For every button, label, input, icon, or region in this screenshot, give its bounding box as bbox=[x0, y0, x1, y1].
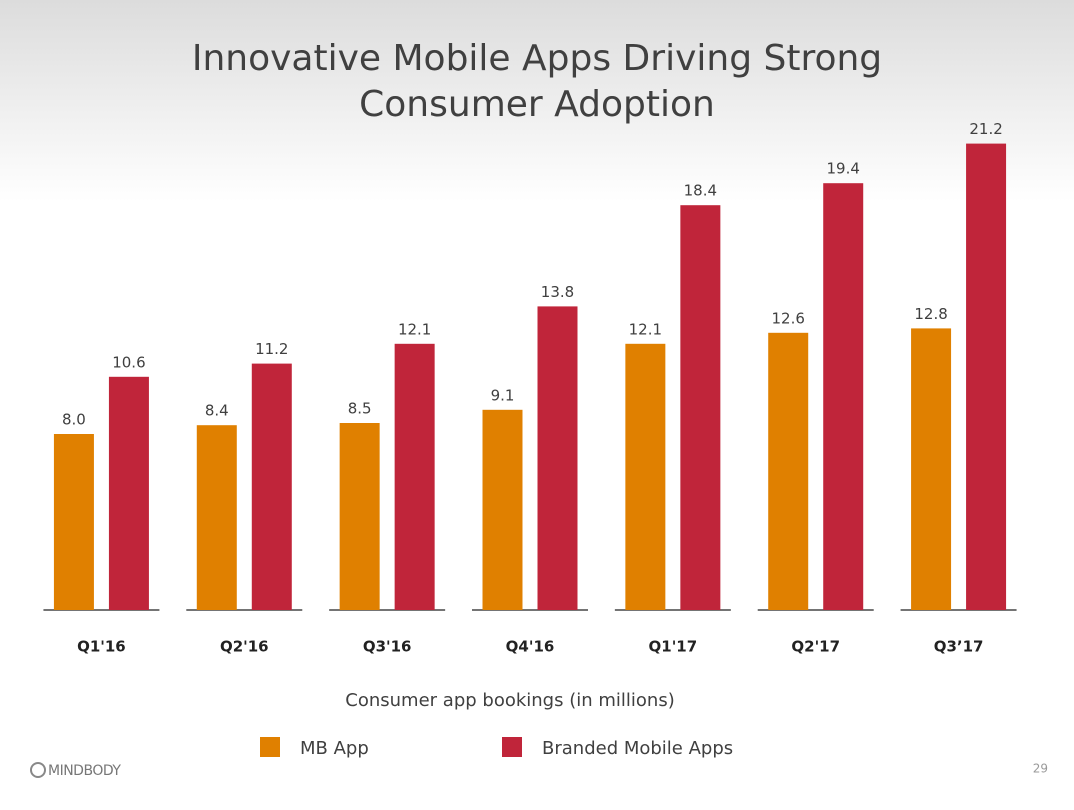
data-label: 19.4 bbox=[827, 160, 860, 178]
x-tick-label: Q3'16 bbox=[363, 638, 412, 656]
bar bbox=[108, 376, 149, 610]
bar bbox=[394, 343, 435, 610]
legend-swatch bbox=[260, 737, 280, 757]
x-axis-label: Consumer app bookings (in millions) bbox=[345, 690, 674, 711]
legend-label: MB App bbox=[300, 738, 369, 759]
data-label: 11.2 bbox=[255, 340, 288, 358]
bar bbox=[911, 328, 952, 610]
bar bbox=[196, 425, 237, 610]
logo-icon bbox=[30, 762, 46, 778]
x-tick-label: Q2'16 bbox=[220, 638, 269, 656]
x-tick-label: Q2'17 bbox=[791, 638, 840, 656]
bar bbox=[768, 332, 809, 610]
legend-swatch bbox=[502, 737, 522, 757]
x-tick-label: Q4'16 bbox=[506, 638, 555, 656]
data-label: 21.2 bbox=[969, 120, 1002, 138]
logo: MINDBODY bbox=[48, 763, 121, 779]
x-tick-label: Q1'17 bbox=[649, 638, 698, 656]
chart-title: Consumer Adoption bbox=[359, 84, 715, 125]
data-label: 13.8 bbox=[541, 283, 574, 301]
page-number: 29 bbox=[1033, 762, 1048, 776]
bar bbox=[966, 143, 1007, 610]
data-label: 12.1 bbox=[398, 320, 431, 338]
data-label: 10.6 bbox=[112, 353, 145, 371]
bar bbox=[680, 205, 721, 610]
data-label: 18.4 bbox=[684, 182, 717, 200]
bar bbox=[339, 423, 380, 610]
bar bbox=[823, 183, 864, 610]
bar bbox=[53, 434, 94, 610]
data-label: 12.8 bbox=[914, 305, 947, 323]
x-tick-label: Q3’17 bbox=[934, 638, 984, 656]
data-label: 8.5 bbox=[348, 400, 372, 418]
data-label: 12.1 bbox=[629, 320, 662, 338]
data-label: 9.1 bbox=[491, 386, 515, 404]
legend-label: Branded Mobile Apps bbox=[542, 738, 733, 759]
x-tick-label: Q1'16 bbox=[77, 638, 126, 656]
bar bbox=[251, 363, 292, 610]
bar bbox=[482, 409, 523, 610]
data-label: 8.4 bbox=[205, 402, 229, 420]
data-label: 8.0 bbox=[62, 411, 86, 429]
bar bbox=[537, 306, 578, 610]
chart-title: Innovative Mobile Apps Driving Strong bbox=[192, 38, 882, 79]
data-label: 12.6 bbox=[772, 309, 805, 327]
bar bbox=[625, 343, 666, 610]
